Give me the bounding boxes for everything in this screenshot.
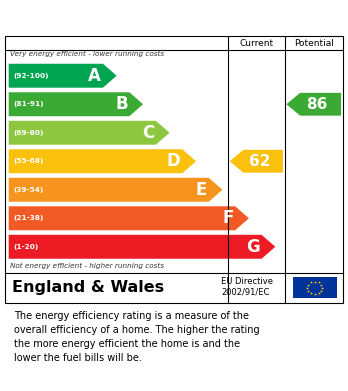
- Text: 86: 86: [307, 97, 328, 112]
- Text: Not energy efficient - higher running costs: Not energy efficient - higher running co…: [10, 263, 165, 269]
- Text: B: B: [115, 95, 128, 113]
- Text: (39-54): (39-54): [13, 187, 43, 193]
- Text: (81-91): (81-91): [13, 101, 44, 107]
- Polygon shape: [9, 64, 117, 88]
- Text: (69-80): (69-80): [13, 130, 43, 136]
- Polygon shape: [9, 178, 222, 202]
- Text: EU Directive
2002/91/EC: EU Directive 2002/91/EC: [221, 276, 273, 296]
- Polygon shape: [9, 149, 196, 173]
- Polygon shape: [9, 206, 249, 230]
- Polygon shape: [9, 121, 169, 145]
- Text: F: F: [222, 209, 234, 227]
- Text: England & Wales: England & Wales: [12, 280, 164, 295]
- Text: The energy efficiency rating is a measure of the
overall efficiency of a home. T: The energy efficiency rating is a measur…: [14, 311, 259, 363]
- Text: Current: Current: [239, 39, 274, 48]
- Text: G: G: [246, 238, 260, 256]
- Polygon shape: [9, 92, 143, 116]
- Text: C: C: [142, 124, 154, 142]
- Text: (55-68): (55-68): [13, 158, 43, 164]
- Text: (1-20): (1-20): [13, 244, 38, 250]
- Bar: [293, 277, 337, 298]
- Text: (92-100): (92-100): [13, 73, 48, 79]
- Text: Very energy efficient - lower running costs: Very energy efficient - lower running co…: [10, 51, 165, 57]
- Text: E: E: [196, 181, 207, 199]
- Text: 62: 62: [249, 154, 270, 169]
- Text: Energy Efficiency Rating: Energy Efficiency Rating: [60, 7, 288, 25]
- Text: (21-38): (21-38): [13, 215, 43, 221]
- Polygon shape: [9, 235, 275, 259]
- Text: Potential: Potential: [294, 39, 334, 48]
- Text: A: A: [88, 67, 101, 85]
- Polygon shape: [286, 93, 341, 116]
- Polygon shape: [230, 150, 283, 173]
- Text: D: D: [167, 152, 181, 170]
